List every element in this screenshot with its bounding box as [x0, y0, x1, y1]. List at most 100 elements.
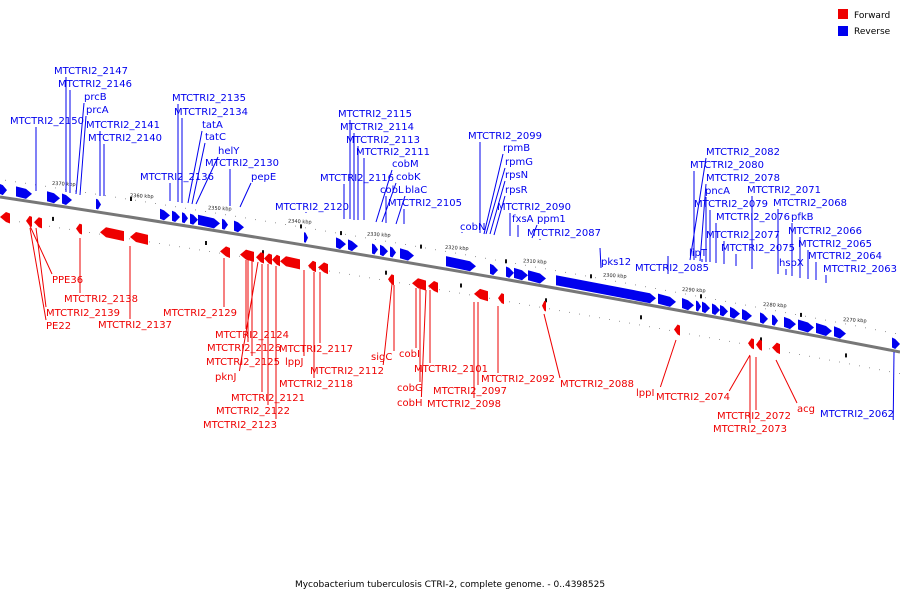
- reverse-gene-label: MTCTRI2_2099: [468, 131, 542, 142]
- tick-dot: [815, 317, 816, 319]
- forward-gene-arrow: [498, 293, 504, 305]
- reverse-gene-label: helY: [218, 146, 240, 157]
- tick-dot: [485, 257, 486, 259]
- tick-dot: [869, 367, 870, 369]
- forward-gene-label: MTCTRI2_2137: [98, 320, 172, 331]
- reverse-leader-line: [381, 182, 397, 223]
- tick-dot: [85, 192, 86, 193]
- forward-gene-label: MTCTRI2_2126: [207, 343, 281, 354]
- reverse-gene-arrow: [348, 239, 358, 252]
- reverse-gene-label: prcA: [86, 105, 109, 116]
- reverse-gene-label: MTCTRI2_2064: [808, 251, 882, 262]
- tick-mark: [340, 231, 342, 236]
- reverse-gene-arrow: [96, 198, 101, 210]
- reverse-gene-label: MTCTRI2_2134: [174, 107, 248, 118]
- scale-label: 2320 kbp: [445, 245, 469, 252]
- forward-gene-label: MTCTRI2_2073: [713, 424, 787, 435]
- tick-dot: [655, 288, 656, 289]
- tick-dot: [615, 280, 616, 282]
- reverse-gene-label: MTCTRI2_2136: [140, 172, 214, 183]
- forward-leader-line: [35, 227, 47, 308]
- tick-dot: [629, 322, 630, 324]
- tick-dot: [435, 249, 436, 251]
- reverse-gene-label: MTCTRI2_2062: [820, 409, 894, 420]
- tick-dot: [879, 369, 880, 371]
- forward-gene-label: MTCTRI2_2074: [656, 392, 730, 403]
- forward-gene-arrow: [264, 253, 272, 265]
- reverse-gene-label: MTCTRI2_2077: [706, 230, 780, 241]
- scale-label: 2310 kbp: [523, 258, 547, 265]
- reverse-leader-line: [493, 195, 506, 236]
- tick-dot: [349, 273, 350, 275]
- reverse-gene-label: MTCTRI2_2087: [527, 228, 601, 239]
- tick-dot: [775, 310, 776, 312]
- tick-dot: [839, 361, 840, 363]
- forward-leader-line: [728, 354, 751, 392]
- reverse-gene-label: MTCTRI2_2135: [172, 93, 246, 104]
- tick-dot: [559, 310, 560, 312]
- tick-dot: [335, 232, 336, 234]
- tick-dot: [849, 363, 850, 365]
- tick-dot: [625, 282, 626, 284]
- tick-dot: [445, 250, 446, 252]
- forward-gene-arrow: [308, 260, 316, 273]
- tick-dot: [809, 355, 810, 357]
- reverse-gene-arrow: [720, 305, 728, 317]
- tick-dot: [685, 293, 686, 295]
- tick-dot: [155, 203, 156, 204]
- reverse-gene-label: MTCTRI2_2114: [340, 122, 414, 133]
- reverse-gene-arrow: [490, 263, 498, 276]
- tick-dot: [819, 357, 820, 359]
- tick-dot: [195, 209, 196, 211]
- tick-dot: [135, 199, 136, 201]
- tick-dot: [575, 273, 576, 275]
- forward-gene-label: MTCTRI2_2117: [279, 344, 353, 355]
- tick-mark: [300, 224, 302, 229]
- reverse-gene-arrow: [682, 298, 694, 311]
- tick-dot: [429, 287, 430, 289]
- tick-dot: [265, 220, 266, 222]
- forward-gene-labels: PPE36 MTCTRI2_2138 MTCTRI2_2139 PE22 MTCTRI2…: [46, 275, 815, 435]
- tick-dot: [739, 342, 740, 344]
- tick-mark: [460, 283, 462, 288]
- tick-dot: [455, 252, 456, 254]
- forward-gene-label: sigC: [371, 352, 392, 363]
- forward-gene-arrow: [388, 274, 394, 286]
- reverse-gene-label: MTCTRI2_2068: [773, 198, 847, 209]
- forward-gene-label: MTCTRI2_2123: [203, 420, 277, 431]
- tick-dot: [309, 267, 310, 269]
- tick-dot: [579, 313, 580, 315]
- tick-mark: [262, 250, 264, 255]
- forward-gene-label: cobH: [397, 398, 422, 409]
- tick-dot: [695, 295, 696, 297]
- tick-dot: [45, 185, 46, 187]
- tick-dot: [855, 325, 856, 327]
- reverse-leader-line: [375, 169, 393, 223]
- reverse-gene-arrow: [892, 337, 900, 349]
- forward-gene-label: MTCTRI2_2097: [433, 386, 507, 397]
- reverse-gene-label: MTCTRI2_2065: [798, 239, 872, 250]
- reverse-gene-label: rpsN: [505, 170, 528, 181]
- tick-dot: [719, 339, 720, 340]
- reverse-gene-label: rpsR: [505, 185, 528, 196]
- forward-genes: [0, 212, 780, 355]
- tick-dot: [239, 255, 240, 257]
- reverse-gene-arrow: [400, 248, 414, 261]
- tick-dot: [599, 317, 600, 319]
- forward-gene-arrow: [272, 254, 280, 267]
- reverse-gene-label: blaC: [405, 185, 427, 196]
- tick-dot: [365, 237, 366, 239]
- tick-dot: [285, 224, 286, 225]
- tick-dot: [319, 268, 320, 270]
- forward-gene-arrow: [220, 246, 230, 258]
- reverse-gene-arrow: [380, 244, 388, 257]
- tick-dot: [495, 259, 496, 261]
- tick-dot: [95, 193, 96, 195]
- reverse-gene-arrow: [816, 322, 832, 336]
- reverse-leader-line: [75, 102, 85, 195]
- tick-dot: [545, 268, 546, 270]
- reverse-gene-arrow: [702, 301, 710, 314]
- tick-dot: [425, 247, 426, 249]
- reverse-gene-label: ppm1: [537, 214, 566, 225]
- tick-dot: [465, 254, 466, 256]
